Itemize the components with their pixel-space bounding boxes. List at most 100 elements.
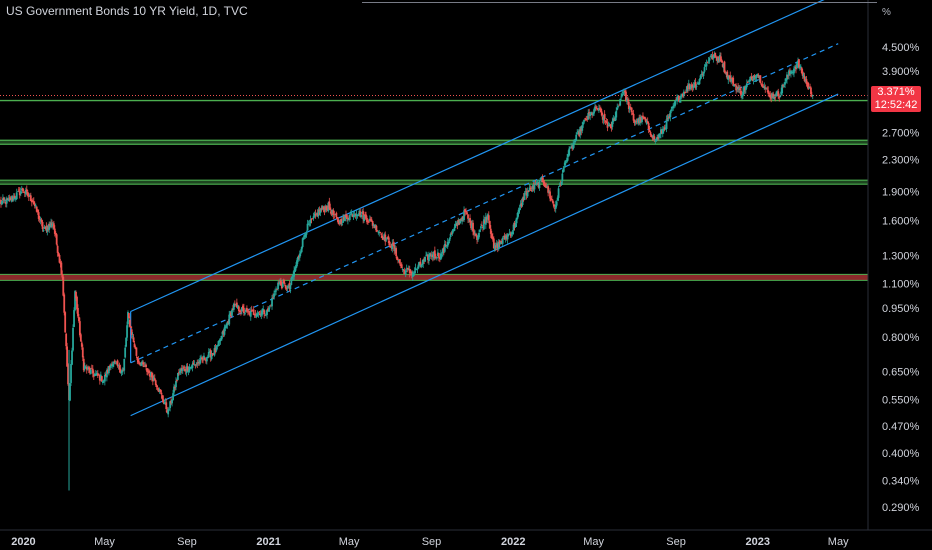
candle-body — [664, 128, 667, 130]
candle-body — [630, 107, 633, 112]
candle-body — [716, 57, 719, 61]
candle-body — [37, 212, 40, 219]
candle-body — [82, 358, 85, 371]
candle-body — [483, 220, 486, 224]
candle-body — [28, 195, 31, 196]
candle-body — [389, 246, 392, 248]
candle-body — [686, 85, 689, 90]
candle-body — [437, 253, 440, 258]
candle-body — [808, 87, 811, 89]
candle-body — [700, 74, 703, 75]
x-axis[interactable]: 2020 May Sep 2021 May Sep 2022 May Sep 2023 May — [0, 529, 932, 548]
candle-body — [726, 71, 729, 79]
candle-body — [275, 290, 277, 292]
candle-body — [650, 134, 653, 137]
candle-body — [622, 92, 625, 94]
x-tick-label: May — [583, 536, 604, 548]
candle-body — [333, 214, 336, 216]
candle-body — [522, 196, 525, 201]
candle-body — [176, 380, 178, 381]
candle-body — [809, 86, 811, 88]
candle-body — [190, 367, 193, 369]
candle-body — [589, 113, 592, 117]
candle-body — [804, 80, 807, 82]
candle-body — [692, 85, 695, 89]
candle-body — [383, 234, 386, 240]
candle-body — [396, 256, 398, 260]
candle-body — [111, 363, 114, 367]
candle-body — [14, 197, 17, 200]
candle-body — [2, 197, 5, 201]
candle-body — [603, 113, 606, 120]
candle-body — [673, 105, 676, 107]
candle-body — [770, 96, 773, 99]
candle-body — [52, 223, 54, 227]
candle-body — [730, 78, 733, 82]
candle-body — [526, 191, 529, 197]
candle-body — [613, 118, 616, 121]
candle-body — [184, 369, 187, 372]
candle-body — [52, 223, 55, 229]
y-tick-label: 0.650% — [882, 367, 920, 379]
candle-body — [724, 71, 727, 73]
candle-body — [435, 257, 438, 259]
candle-body — [159, 389, 162, 392]
candle-body — [78, 321, 81, 336]
candle-body — [525, 191, 528, 196]
candle-body — [342, 217, 345, 223]
candle-body — [546, 186, 549, 188]
candle-body — [482, 226, 484, 228]
candle-body — [6, 198, 9, 200]
candle-body — [492, 238, 495, 249]
x-tick-label: Sep — [422, 536, 442, 548]
candle-body — [719, 54, 721, 62]
candle-body — [707, 60, 710, 62]
candle-body — [748, 79, 751, 81]
y-tick-label: 2.700% — [882, 128, 920, 140]
candle-body — [31, 200, 34, 203]
candle-body — [155, 385, 158, 388]
candle-body — [231, 309, 233, 316]
candle-body — [3, 200, 6, 202]
candle-body — [87, 367, 90, 369]
candle-body — [15, 192, 18, 199]
candle-body — [118, 365, 121, 370]
candle-body — [672, 105, 675, 109]
candle-body — [294, 268, 296, 272]
candle-body — [41, 221, 44, 229]
candle-body — [438, 257, 441, 259]
candle-body — [171, 399, 173, 404]
y-axis[interactable]: %4.500%3.900%3.300%2.700%2.300%1.900%1.6… — [362, 0, 920, 530]
candle-body — [288, 282, 291, 289]
candle-body — [785, 78, 787, 82]
candle-body — [445, 245, 448, 247]
candle-body — [10, 196, 13, 202]
candle-body — [451, 230, 454, 234]
candle-body — [444, 244, 447, 247]
drawing-overlays — [0, 0, 868, 417]
candle-body — [103, 375, 106, 382]
candle-body — [588, 112, 591, 115]
bar-countdown: 12:52:42 — [874, 99, 918, 111]
candle-body — [718, 56, 720, 62]
candle-body — [734, 84, 737, 85]
candle-body — [62, 276, 65, 296]
candle-body — [242, 307, 245, 314]
candle-body — [330, 211, 333, 215]
candle-body — [345, 214, 347, 217]
candle-body — [678, 95, 680, 102]
candle-body — [497, 241, 500, 250]
candle-body — [75, 291, 77, 299]
candle-body — [46, 226, 49, 232]
support-band — [0, 180, 868, 185]
candle-body — [693, 82, 696, 86]
candle-body — [336, 217, 339, 219]
candle-body — [426, 254, 428, 256]
candle-body — [387, 236, 390, 240]
candle-body — [502, 236, 505, 237]
candle-body — [494, 245, 497, 248]
candle-body — [467, 214, 469, 219]
candle-body — [71, 350, 73, 365]
candle-body — [377, 231, 380, 233]
